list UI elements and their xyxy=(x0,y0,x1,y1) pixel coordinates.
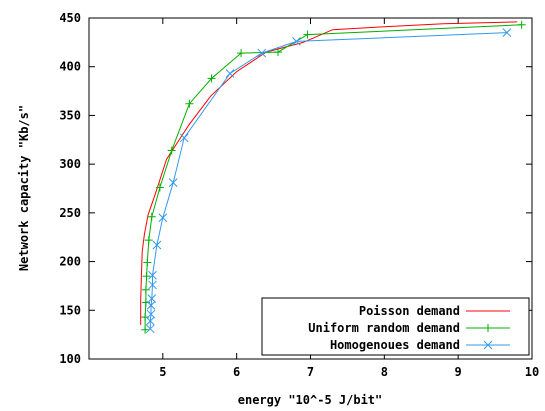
legend-label: Homogenoues demand xyxy=(330,338,460,352)
data-point xyxy=(303,30,312,39)
y-tick-label: 200 xyxy=(59,255,81,269)
series-line xyxy=(140,21,518,325)
y-tick-label: 250 xyxy=(59,206,81,220)
y-tick-label: 150 xyxy=(59,303,81,317)
x-tick-label: 6 xyxy=(233,365,240,379)
data-point xyxy=(158,213,168,223)
data-point xyxy=(167,146,176,155)
data-point xyxy=(155,183,164,192)
series-layer xyxy=(140,20,526,334)
legend-label: Poisson demand xyxy=(359,304,460,318)
data-point xyxy=(179,133,189,143)
data-point xyxy=(145,316,155,326)
data-point xyxy=(144,236,153,245)
data-point xyxy=(146,301,156,310)
data-point xyxy=(168,178,178,188)
data-point xyxy=(517,20,526,29)
axis-tick-labels: 5 6 7 8 9 10 100 150 200 250 300 350 400 450 xyxy=(59,11,539,379)
data-point xyxy=(141,285,150,294)
data-point xyxy=(292,37,301,46)
y-tick-label: 300 xyxy=(59,157,81,171)
data-point xyxy=(148,270,157,280)
data-point xyxy=(145,324,155,334)
y-axis-title: Network capacity "Kb/s" xyxy=(17,105,31,271)
data-point xyxy=(185,99,194,108)
data-point xyxy=(148,280,157,290)
data-point xyxy=(502,28,512,37)
y-tick-label: 400 xyxy=(59,60,81,74)
data-point xyxy=(142,272,151,281)
data-point xyxy=(147,294,157,303)
x-tick-label: 10 xyxy=(525,365,539,379)
legend: Poisson demand Uniform random demand Homog… xyxy=(261,297,530,356)
series-1 xyxy=(141,20,526,334)
series-0 xyxy=(140,21,518,325)
data-point xyxy=(274,48,283,57)
data-point xyxy=(207,74,216,83)
x-tick-label: 8 xyxy=(381,365,388,379)
data-point xyxy=(146,309,156,319)
x-tick-label: 5 xyxy=(159,365,166,379)
x-tick-label: 7 xyxy=(307,365,314,379)
data-point xyxy=(152,240,162,250)
data-point xyxy=(257,48,267,58)
y-tick-label: 100 xyxy=(59,352,81,366)
x-axis-title: energy "10^-5 J/bit" xyxy=(238,393,383,407)
data-point xyxy=(225,69,235,78)
x-tick-label: 9 xyxy=(455,365,462,379)
series-2 xyxy=(145,28,512,334)
series-line xyxy=(144,24,522,330)
data-point xyxy=(147,212,156,221)
data-point xyxy=(237,49,246,58)
series-line xyxy=(149,32,507,329)
legend-label: Uniform random demand xyxy=(308,321,460,335)
y-tick-label: 350 xyxy=(59,108,81,122)
y-tick-label: 450 xyxy=(59,11,81,25)
legend-marker xyxy=(484,324,492,332)
data-point xyxy=(143,258,152,267)
data-point xyxy=(141,325,150,334)
legend-marker xyxy=(483,340,493,350)
